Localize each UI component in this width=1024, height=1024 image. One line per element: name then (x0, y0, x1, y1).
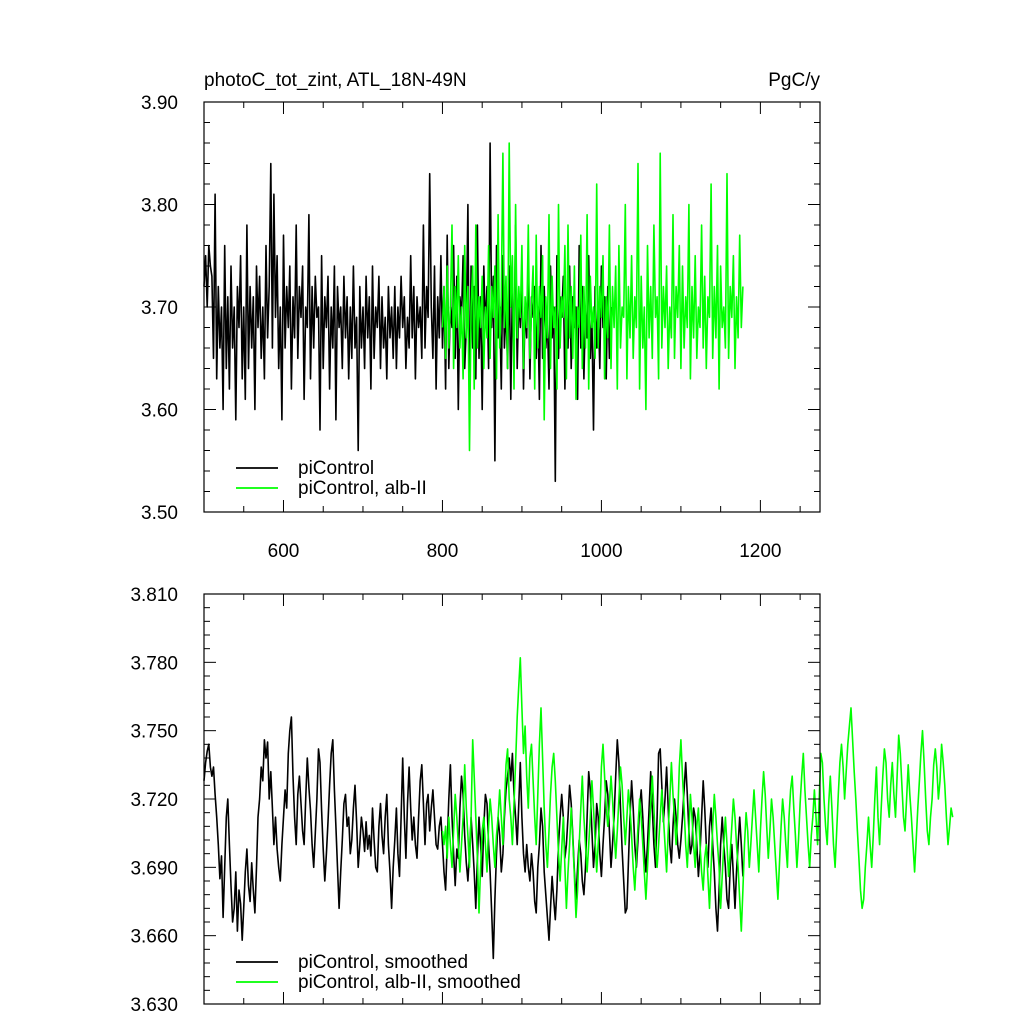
series-line-1 (203, 716, 744, 960)
y-tick-label: 3.750 (130, 722, 178, 743)
y-tick-label: 3.50 (141, 503, 178, 524)
x-tick-label: 800 (427, 541, 459, 562)
legend-label: piControl (298, 458, 374, 479)
units-label: PgC/y (768, 70, 820, 91)
y-tick-label: 3.70 (141, 298, 178, 319)
x-tick-label: 1200 (739, 541, 781, 562)
x-tick-label: 1000 (580, 541, 622, 562)
y-tick-label: 3.660 (130, 927, 178, 948)
series-line-2 (441, 656, 954, 932)
y-tick-label: 3.80 (141, 196, 178, 217)
x-tick-label: 600 (268, 541, 300, 562)
y-tick-label: 3.60 (141, 401, 178, 422)
legend-label: piControl, smoothed (298, 952, 468, 973)
y-tick-label: 3.90 (141, 93, 178, 114)
series-line-2 (441, 142, 744, 452)
y-tick-label: 3.720 (130, 790, 178, 811)
top-panel: 3.50 3.60 3.70 3.80 3.90 600 800 1000 1200 piCont… (141, 93, 821, 562)
legend-label: piControl, alb-II (298, 478, 427, 499)
y-tick-label: 3.810 (130, 585, 178, 606)
chart-title: photoC_tot_zint, ATL_18N-49N (204, 70, 467, 91)
y-tick-label: 3.780 (130, 653, 178, 674)
bottom-panel: 3.630 3.660 3.690 3.720 3.750 3.780 3.810 piCon… (130, 585, 954, 1016)
y-tick-label: 3.690 (130, 858, 178, 879)
legend-label: piControl, alb-II, smoothed (298, 972, 521, 993)
y-tick-label: 3.630 (130, 995, 178, 1016)
plot-frame (203, 593, 821, 1005)
